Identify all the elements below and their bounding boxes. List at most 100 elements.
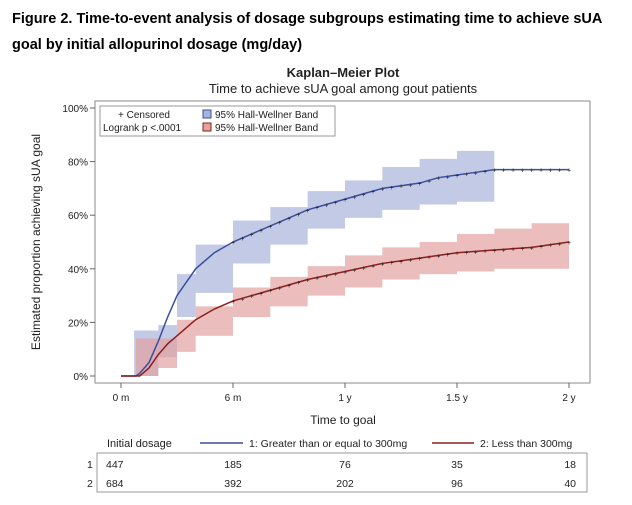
censor-mark: + xyxy=(520,246,524,253)
x-tick-label: 1 y xyxy=(338,393,351,404)
censor-mark: + xyxy=(427,255,431,262)
legend-band-swatch-2 xyxy=(202,122,212,132)
censor-mark: + xyxy=(334,271,338,278)
censor-mark: + xyxy=(483,249,487,256)
at-risk-value: 35 xyxy=(451,459,463,471)
censor-mark: + xyxy=(492,248,496,255)
legend-censored: + Censored xyxy=(118,110,170,121)
confidence-band-1 xyxy=(134,145,495,376)
legend-series-1: 1: Greater than or equal to 300mg xyxy=(249,438,407,450)
x-tick-label: 2 y xyxy=(562,393,575,404)
censor-mark: + xyxy=(240,236,244,243)
censor-mark: + xyxy=(352,194,356,201)
censor-mark: + xyxy=(278,286,282,293)
at-risk-value: 40 xyxy=(564,478,576,490)
censor-mark: + xyxy=(474,170,478,177)
censor-mark: + xyxy=(530,168,534,175)
censor-mark: + xyxy=(548,168,552,175)
y-tick-label: 60% xyxy=(68,211,88,222)
censor-mark: + xyxy=(408,257,412,264)
legend-series-2: 2: Less than 300mg xyxy=(480,438,572,450)
x-tick-label: 0 m xyxy=(113,393,130,404)
at-risk-value: 185 xyxy=(224,459,242,471)
censor-mark: + xyxy=(240,296,244,303)
censor-mark: + xyxy=(362,192,366,199)
censor-mark: + xyxy=(567,240,571,247)
y-tick-label: 0% xyxy=(74,372,89,383)
legend-logrank: Logrank p <.0001 xyxy=(103,123,182,134)
censor-mark: + xyxy=(278,220,282,227)
censor-mark: + xyxy=(558,241,562,248)
censor-mark: + xyxy=(474,249,478,256)
censor-mark: + xyxy=(464,172,468,179)
x-axis-label: Time to goal xyxy=(310,413,376,427)
censor-mark: + xyxy=(296,212,300,219)
y-tick-label: 40% xyxy=(68,265,88,276)
censor-mark: + xyxy=(418,256,422,263)
legend-title: Initial dosage xyxy=(107,438,172,450)
y-tick-label: 20% xyxy=(68,318,88,329)
y-axis-label: Estimated proportion achieving sUA goal xyxy=(29,134,43,350)
censor-mark: + xyxy=(306,208,310,215)
censor-mark: + xyxy=(427,178,431,185)
legend-band-2: 95% Hall-Wellner Band xyxy=(215,123,318,134)
censor-mark: + xyxy=(567,168,571,175)
censor-mark: + xyxy=(446,252,450,259)
at-risk-value: 18 xyxy=(564,459,576,471)
censor-mark: + xyxy=(306,278,310,285)
censor-mark: + xyxy=(287,283,291,290)
figure-caption: Figure 2. Time-to-event analysis of dosa… xyxy=(12,11,602,53)
legend-band-1: 95% Hall-Wellner Band xyxy=(215,110,318,121)
censor-mark: + xyxy=(362,265,366,272)
at-risk-value: 96 xyxy=(451,478,463,490)
censor-mark: + xyxy=(334,200,338,207)
censor-mark: + xyxy=(380,186,384,193)
censor-mark: + xyxy=(371,189,375,196)
censor-mark: + xyxy=(502,247,506,254)
censor-mark: + xyxy=(455,173,459,180)
censor-mark: + xyxy=(399,259,403,266)
censor-mark: + xyxy=(250,232,254,239)
censor-mark: + xyxy=(380,261,384,268)
censor-mark: + xyxy=(390,185,394,192)
censor-mark: + xyxy=(464,250,468,257)
censor-mark: + xyxy=(446,174,450,181)
censor-mark: + xyxy=(436,176,440,183)
confidence-band-2 xyxy=(135,217,569,376)
censor-mark: + xyxy=(511,247,515,254)
survival-curve-2 xyxy=(121,241,570,377)
censor-mark: + xyxy=(259,291,263,298)
y-tick-label: 80% xyxy=(68,158,88,169)
censor-mark: + xyxy=(539,244,543,251)
censor-mark: + xyxy=(324,202,328,209)
censor-mark: + xyxy=(371,263,375,270)
censor-mark: + xyxy=(231,299,235,306)
at-risk-value: 76 xyxy=(339,459,351,471)
at-risk-value: 447 xyxy=(106,459,124,471)
censor-mark: + xyxy=(418,181,422,188)
x-tick-label: 6 m xyxy=(225,393,242,404)
censor-mark: + xyxy=(455,251,459,258)
censor-mark: + xyxy=(315,205,319,212)
plot-frame xyxy=(94,100,591,384)
censor-mark: + xyxy=(231,240,235,247)
chart-subtitle: Time to achieve sUA goal among gout pati… xyxy=(209,81,478,96)
censor-mark: + xyxy=(520,168,524,175)
censor-mark: + xyxy=(558,168,562,175)
chart-title: Kaplan–Meier Plot xyxy=(287,65,400,80)
censor-mark: + xyxy=(259,228,263,235)
censor-mark: + xyxy=(492,168,496,175)
censor-mark: + xyxy=(250,294,254,301)
at-risk-table xyxy=(96,452,588,493)
censor-mark: + xyxy=(343,197,347,204)
censor-mark: + xyxy=(511,168,515,175)
censor-mark: + xyxy=(408,182,412,189)
at-risk-value: 392 xyxy=(224,478,242,490)
censor-mark: + xyxy=(483,169,487,176)
y-tick-label: 100% xyxy=(62,104,88,115)
censor-mark: + xyxy=(287,216,291,223)
censor-mark: + xyxy=(352,267,356,274)
censor-mark: + xyxy=(399,184,403,191)
censor-mark: + xyxy=(539,168,543,175)
